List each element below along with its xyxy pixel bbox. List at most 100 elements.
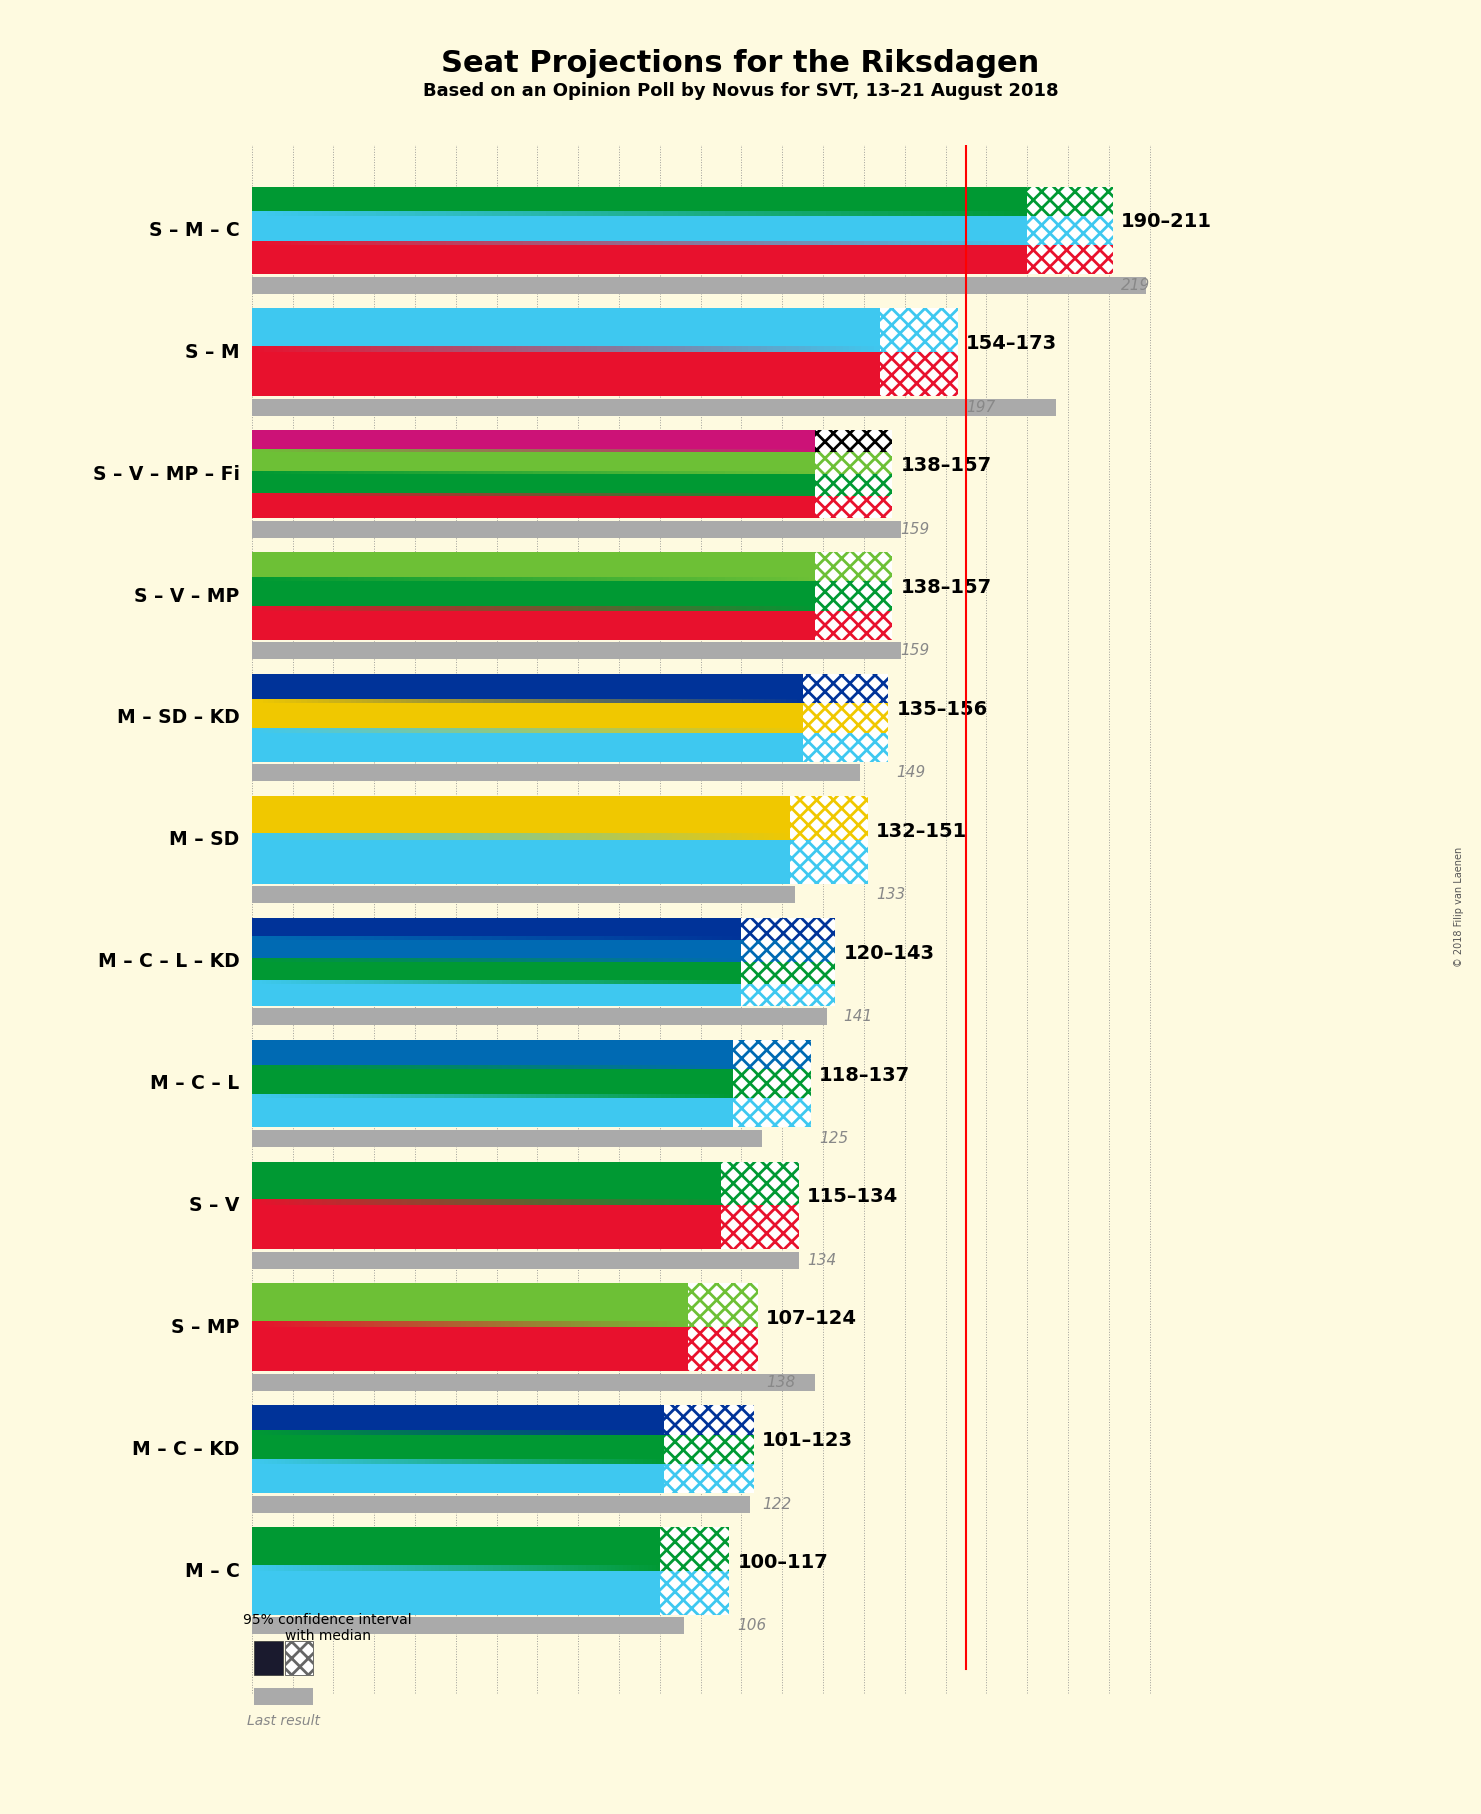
Bar: [252, 958, 256, 961]
Bar: [966, 241, 973, 245]
Bar: [764, 606, 770, 611]
Bar: [758, 577, 764, 582]
Bar: [290, 1094, 295, 1097]
Bar: [720, 577, 724, 582]
Bar: [521, 936, 526, 940]
Bar: [644, 980, 649, 983]
Bar: [523, 1321, 527, 1328]
Bar: [312, 1564, 317, 1571]
Bar: [270, 1321, 274, 1328]
Bar: [637, 727, 643, 733]
Bar: [764, 472, 770, 473]
Bar: [539, 493, 545, 497]
Bar: [252, 577, 258, 582]
Bar: [261, 1199, 267, 1206]
Bar: [594, 727, 598, 733]
Bar: [320, 472, 324, 473]
Bar: [312, 698, 318, 704]
Bar: [754, 698, 758, 704]
Bar: [579, 493, 584, 497]
Bar: [566, 1429, 569, 1435]
Bar: [702, 1199, 706, 1206]
Bar: [733, 1039, 812, 1068]
Bar: [432, 577, 437, 582]
Bar: [646, 577, 652, 582]
Bar: [742, 918, 835, 940]
Bar: [598, 727, 604, 733]
Bar: [736, 958, 742, 961]
Bar: [736, 472, 742, 473]
Bar: [252, 521, 900, 537]
Bar: [477, 1564, 480, 1571]
Bar: [618, 833, 624, 840]
Bar: [478, 727, 483, 733]
Bar: [467, 472, 471, 473]
Bar: [274, 1321, 278, 1328]
Text: Based on an Opinion Poll by Novus for SVT, 13–21 August 2018: Based on an Opinion Poll by Novus for SV…: [422, 82, 1059, 100]
Bar: [252, 493, 258, 497]
Bar: [455, 577, 461, 582]
Bar: [474, 1321, 478, 1328]
Bar: [477, 472, 483, 473]
Bar: [689, 1284, 758, 1328]
Bar: [723, 346, 730, 352]
Bar: [492, 241, 501, 245]
Bar: [792, 448, 798, 452]
Bar: [425, 1199, 429, 1206]
Bar: [338, 241, 345, 245]
Bar: [275, 212, 283, 216]
Bar: [527, 833, 532, 840]
Bar: [462, 958, 467, 961]
Bar: [453, 241, 461, 245]
Bar: [584, 448, 589, 452]
Bar: [699, 1094, 705, 1097]
Bar: [549, 1564, 554, 1571]
Bar: [717, 212, 724, 216]
Bar: [443, 493, 449, 497]
Bar: [675, 1094, 680, 1097]
Bar: [742, 983, 835, 1005]
Bar: [268, 1564, 273, 1571]
Bar: [307, 698, 312, 704]
Bar: [668, 493, 674, 497]
Bar: [360, 212, 369, 216]
Bar: [252, 980, 256, 983]
Bar: [259, 241, 267, 245]
Bar: [252, 1571, 661, 1614]
Bar: [786, 472, 792, 473]
Bar: [286, 493, 292, 497]
Bar: [495, 698, 499, 704]
Bar: [450, 727, 456, 733]
Bar: [612, 577, 618, 582]
Bar: [499, 577, 505, 582]
Bar: [653, 1321, 658, 1328]
Bar: [686, 346, 692, 352]
Bar: [495, 1429, 499, 1435]
Bar: [545, 606, 551, 611]
Bar: [576, 698, 582, 704]
Bar: [575, 833, 581, 840]
Bar: [542, 833, 548, 840]
Bar: [520, 1199, 524, 1206]
Bar: [416, 1199, 421, 1206]
Bar: [453, 346, 459, 352]
Bar: [489, 606, 495, 611]
Bar: [748, 241, 755, 245]
Bar: [428, 958, 432, 961]
Text: 159: 159: [900, 522, 930, 537]
Bar: [638, 958, 644, 961]
Bar: [585, 346, 591, 352]
Bar: [856, 212, 865, 216]
Bar: [455, 1094, 459, 1097]
Bar: [446, 241, 453, 245]
Bar: [418, 958, 424, 961]
Bar: [342, 1429, 347, 1435]
Bar: [256, 1094, 262, 1097]
Bar: [634, 936, 638, 940]
Bar: [585, 958, 589, 961]
Bar: [693, 727, 698, 733]
Bar: [511, 936, 517, 940]
Bar: [435, 1065, 440, 1068]
Bar: [422, 727, 428, 733]
Bar: [601, 241, 609, 245]
